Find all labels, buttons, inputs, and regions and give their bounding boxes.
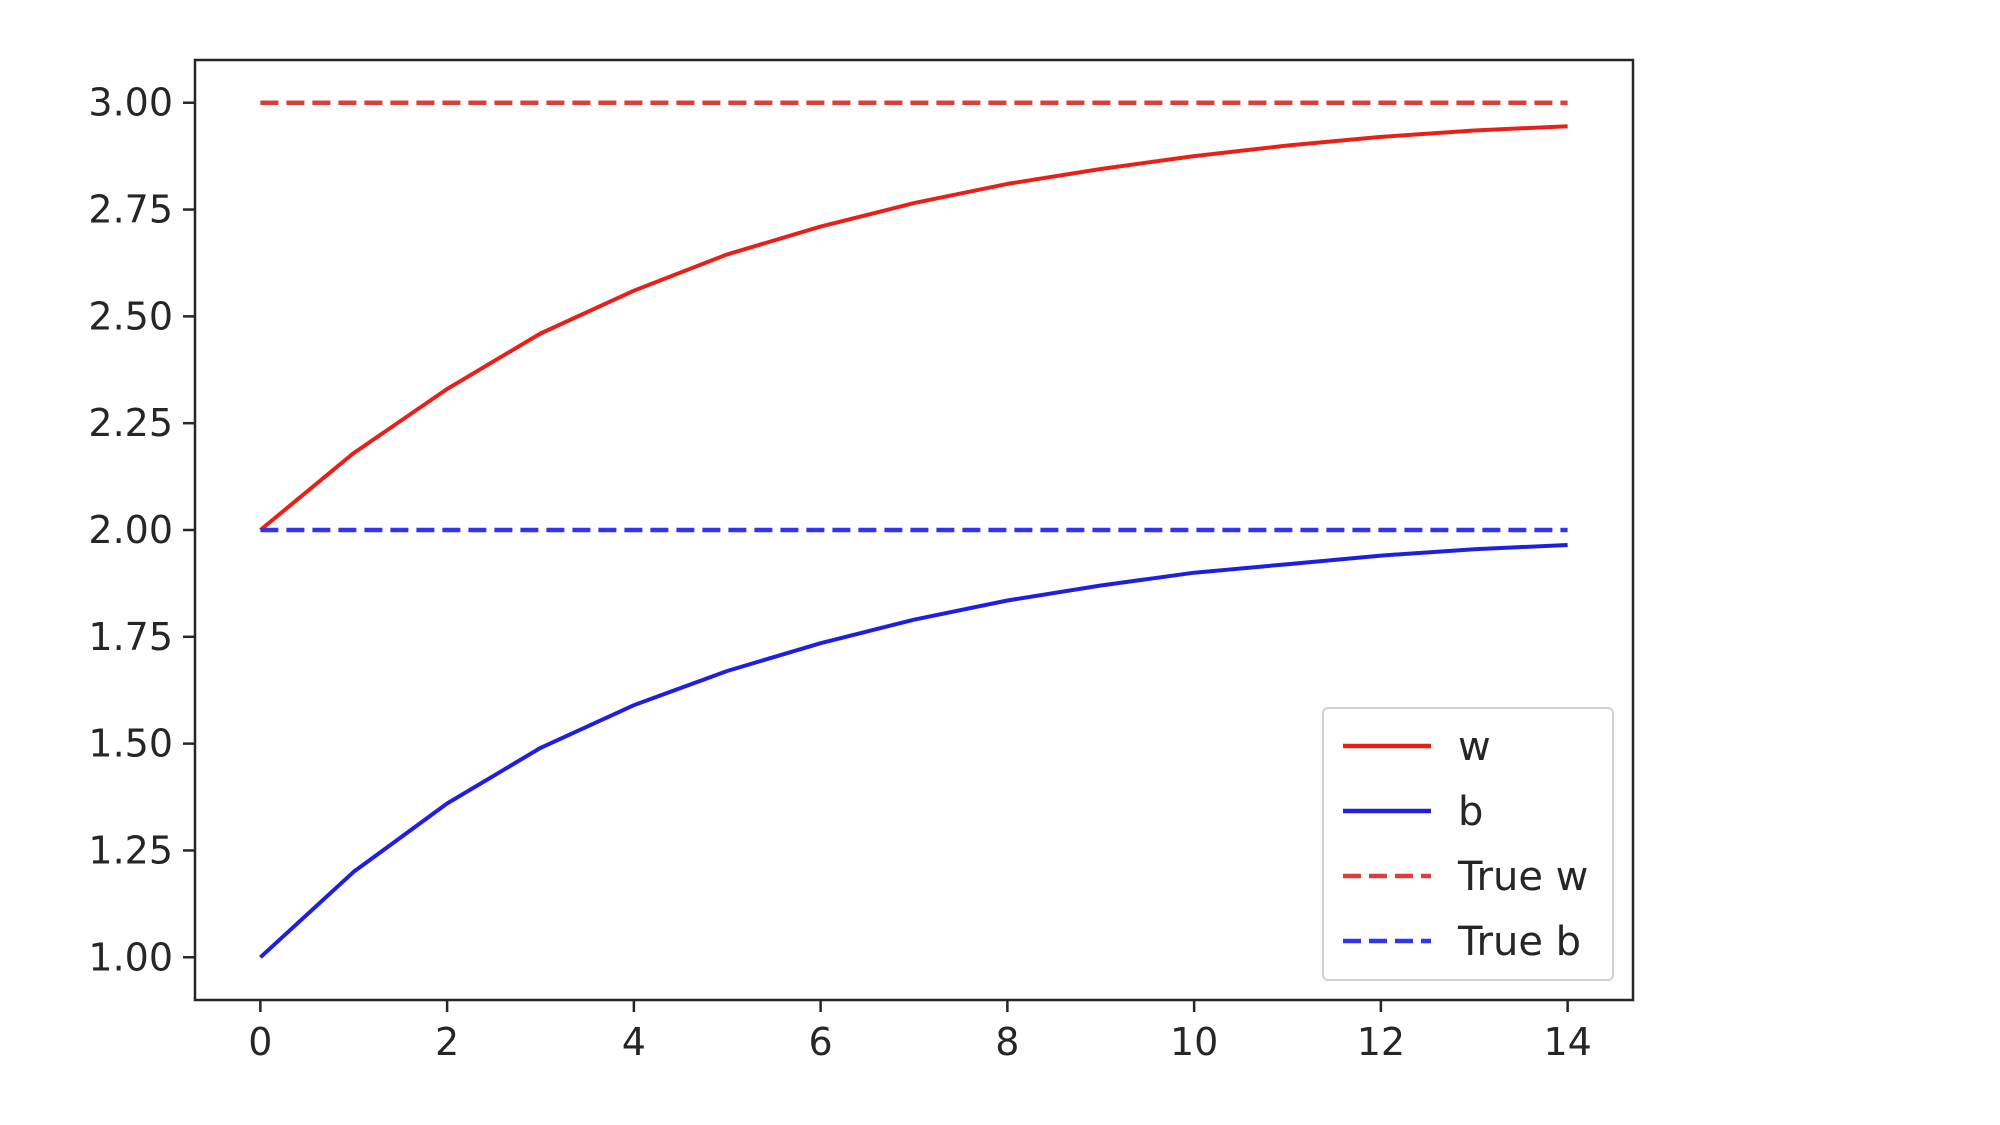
legend-entry-b: b bbox=[1343, 789, 1483, 835]
x-tick-label: 2 bbox=[435, 1020, 459, 1064]
legend-entry-true-w: True w bbox=[1343, 854, 1588, 900]
y-tick-label: 1.75 bbox=[88, 615, 173, 659]
y-tick-label: 1.50 bbox=[88, 722, 173, 766]
legend-label: w bbox=[1458, 724, 1491, 770]
series-layer bbox=[259, 100, 1568, 959]
series-line-b bbox=[259, 543, 1568, 959]
x-tick-label: 12 bbox=[1357, 1020, 1405, 1064]
legend: wb True w True b bbox=[1322, 707, 1614, 981]
legend-label: b bbox=[1458, 789, 1483, 835]
legend-label: True b bbox=[1457, 919, 1581, 965]
y-tick-label: 2.25 bbox=[88, 401, 173, 445]
y-tick-label: 2.50 bbox=[88, 294, 173, 338]
x-tick-label: 8 bbox=[995, 1020, 1019, 1064]
x-tick-label: 14 bbox=[1543, 1020, 1591, 1064]
y-tick-label: 3.00 bbox=[88, 81, 173, 125]
x-tick-label: 6 bbox=[809, 1020, 833, 1064]
x-tick-label: 4 bbox=[622, 1020, 646, 1064]
x-tick-label: 10 bbox=[1170, 1020, 1218, 1064]
series-line-w bbox=[259, 124, 1568, 532]
y-tick-label: 1.25 bbox=[88, 828, 173, 872]
y-tick-label: 1.00 bbox=[88, 935, 173, 979]
x-tick-label: 0 bbox=[248, 1020, 272, 1064]
y-tick-label: 2.00 bbox=[88, 508, 173, 552]
legend-label: True w bbox=[1457, 854, 1588, 900]
legend-entry-true-b: True b bbox=[1343, 919, 1581, 965]
legend-frame bbox=[1322, 707, 1614, 981]
y-tick-label: 2.75 bbox=[88, 188, 173, 232]
axes-layer: 0 2 4 6 8 10 12 14 1.00 1.25 1.50 1.75 2.00 2.25 2.50 2… bbox=[88, 58, 1635, 1064]
legend-entry-w: w bbox=[1343, 724, 1491, 770]
